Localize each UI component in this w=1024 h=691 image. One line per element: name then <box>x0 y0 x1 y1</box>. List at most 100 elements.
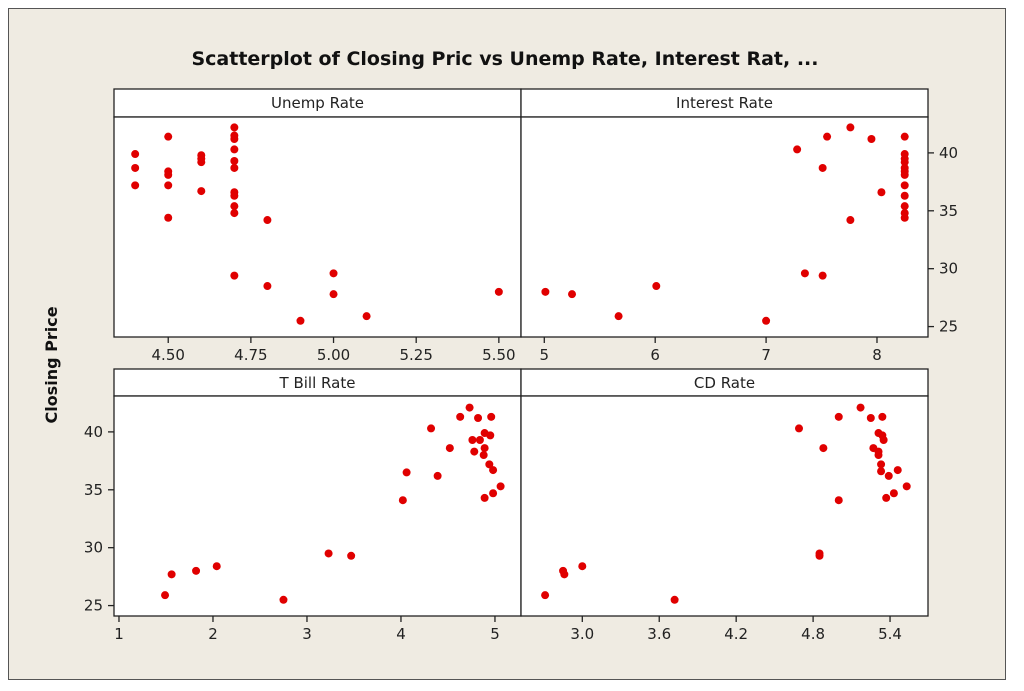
data-point <box>487 412 496 421</box>
data-point <box>479 451 488 460</box>
x-tick-label: 4.2 <box>724 625 748 643</box>
data-point <box>197 187 206 196</box>
data-point <box>230 202 239 211</box>
data-point <box>480 493 489 502</box>
data-point <box>652 282 661 291</box>
data-point <box>670 595 679 604</box>
data-point <box>398 496 407 505</box>
data-point <box>445 444 454 453</box>
data-point <box>230 145 239 154</box>
x-tick-label: 5 <box>540 346 550 364</box>
data-point <box>541 591 550 600</box>
x-tick-label: 3.6 <box>647 625 671 643</box>
data-point <box>902 482 911 491</box>
data-point <box>541 287 550 296</box>
panel-strip <box>520 368 929 397</box>
data-point <box>485 460 494 469</box>
data-point <box>465 403 474 412</box>
data-point <box>230 191 239 200</box>
data-point <box>793 145 802 154</box>
x-tick-label: 6 <box>650 346 660 364</box>
data-point <box>263 282 272 291</box>
data-point <box>164 132 173 141</box>
x-tick-label: 4.8 <box>801 625 825 643</box>
data-point <box>212 562 221 571</box>
data-point <box>489 489 498 498</box>
y-tick-label: 25 <box>84 597 103 615</box>
x-tick-label: 7 <box>761 346 771 364</box>
data-point <box>230 163 239 172</box>
x-tick-label: 5 <box>490 625 500 643</box>
data-point <box>347 551 356 560</box>
x-tick-label: 5.00 <box>317 346 350 364</box>
data-point <box>164 181 173 190</box>
data-point <box>230 157 239 165</box>
data-point <box>456 412 465 421</box>
x-tick-label: 1 <box>114 625 124 643</box>
panel-plot-area <box>520 395 929 617</box>
data-point <box>560 570 569 579</box>
data-point <box>900 132 909 141</box>
data-point <box>846 123 855 132</box>
data-point <box>823 132 832 141</box>
y-tick-label: 35 <box>939 202 958 220</box>
y-tick-label: 35 <box>84 481 103 499</box>
x-tick-label: 4.75 <box>234 346 267 364</box>
chart-title: Scatterplot of Closing Pric vs Unemp Rat… <box>191 48 818 70</box>
data-point <box>475 436 484 444</box>
data-point <box>433 471 442 480</box>
x-tick-label: 5.50 <box>482 346 515 364</box>
data-point <box>474 414 483 422</box>
panel-label: T Bill Rate <box>279 374 356 392</box>
data-point <box>494 287 503 296</box>
data-point <box>578 562 587 571</box>
data-point <box>568 290 577 299</box>
data-point <box>800 269 809 278</box>
data-point <box>468 436 477 444</box>
data-point <box>164 213 173 222</box>
data-point <box>131 181 140 190</box>
data-point <box>818 271 827 280</box>
data-point <box>329 269 338 278</box>
data-point <box>279 595 288 604</box>
data-point <box>877 188 886 197</box>
data-point <box>867 135 876 143</box>
panel-label: Unemp Rate <box>271 94 364 112</box>
x-tick-label: 5.25 <box>399 346 432 364</box>
data-point <box>427 424 436 433</box>
y-tick-label: 25 <box>939 318 958 336</box>
data-point <box>846 216 855 225</box>
data-point <box>164 170 173 179</box>
x-tick-label: 2 <box>208 625 218 643</box>
data-point <box>489 466 498 475</box>
data-point <box>815 551 824 560</box>
data-point <box>877 460 886 469</box>
data-point <box>402 468 411 477</box>
y-tick-label: 40 <box>84 423 103 441</box>
data-point <box>131 150 140 159</box>
data-point <box>167 570 176 579</box>
data-point <box>889 489 898 498</box>
data-point <box>819 444 828 453</box>
y-tick-label: 40 <box>939 144 958 162</box>
panel-plot-area <box>113 116 522 338</box>
data-point <box>230 209 239 218</box>
data-point <box>900 202 909 211</box>
data-point <box>329 290 338 299</box>
data-point <box>192 566 201 575</box>
data-point <box>795 424 804 433</box>
data-point <box>877 467 886 476</box>
data-point <box>900 213 909 222</box>
panel-strip <box>113 368 522 397</box>
data-point <box>470 447 479 456</box>
data-point <box>879 436 888 444</box>
data-point <box>614 312 623 321</box>
x-tick-label: 8 <box>872 346 882 364</box>
data-point <box>486 431 495 440</box>
data-point <box>496 482 505 491</box>
data-point <box>874 451 883 460</box>
data-point <box>900 158 909 167</box>
data-point <box>131 163 140 172</box>
data-point <box>900 170 909 179</box>
